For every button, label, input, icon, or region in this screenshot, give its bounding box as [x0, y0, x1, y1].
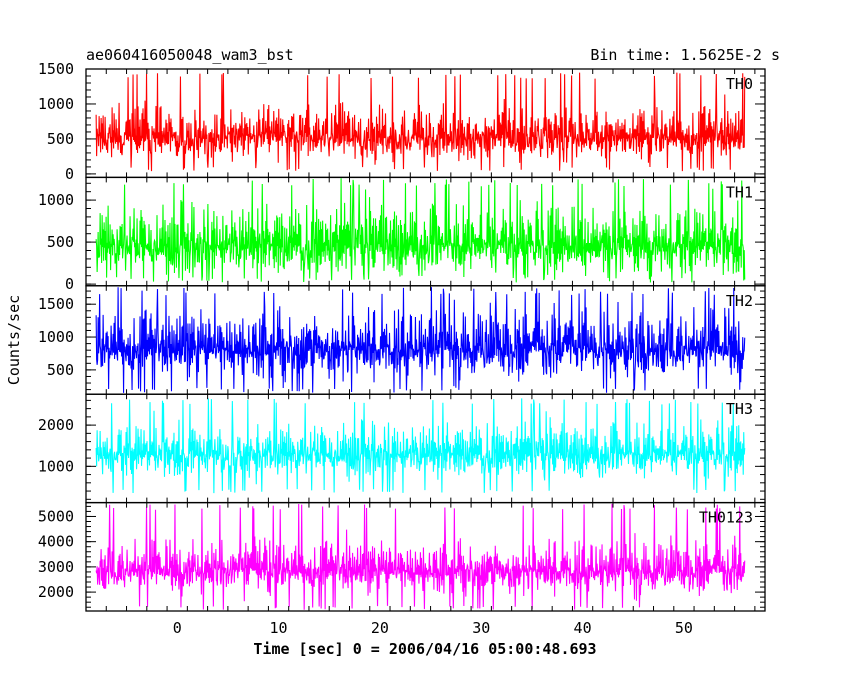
y-tick-label: 1000: [38, 191, 74, 209]
panel-label: TH2: [726, 292, 753, 310]
y-tick-label: 5000: [38, 507, 74, 525]
y-axis-label: Counts/sec: [5, 295, 23, 385]
y-tick-label: 1500: [38, 295, 74, 313]
panel-label: TH3: [726, 400, 753, 418]
x-tick-label: 30: [472, 619, 490, 637]
y-tick-label: 1000: [38, 457, 74, 475]
y-tick-label: 2000: [38, 583, 74, 601]
y-tick-label: 1000: [38, 328, 74, 346]
chart-title: ae060416050048_wam3_bst: [86, 46, 294, 64]
panel-label: TH0123: [699, 509, 753, 527]
y-tick-label: 3000: [38, 558, 74, 576]
x-tick-label: 0: [173, 619, 182, 637]
x-tick-label: 20: [371, 619, 389, 637]
series-th0: [95, 72, 746, 172]
y-tick-label: 500: [47, 233, 74, 251]
series-th3: [95, 398, 746, 494]
x-tick-label: 10: [270, 619, 288, 637]
series-th0123: [95, 503, 746, 610]
y-tick-label: 2000: [38, 416, 74, 434]
series-th1: [95, 178, 746, 283]
panel-th1: 0 500 1000 TH1: [38, 176, 766, 293]
panel-th0123: 2000 3000 4000 5000 TH0123: [38, 501, 766, 612]
y-tick-label: 500: [47, 130, 74, 148]
panel-label: TH1: [726, 183, 753, 201]
x-tick-label: 40: [574, 619, 592, 637]
panel-frame: [85, 68, 766, 179]
panel-label: TH0: [726, 75, 753, 93]
y-tick-label: 500: [47, 361, 74, 379]
x-axis-label: Time [sec] 0 = 2006/04/16 05:00:48.693: [253, 640, 596, 658]
series-th2: [95, 287, 746, 393]
y-tick-label: 0: [65, 275, 74, 293]
y-tick-label: 1500: [38, 60, 74, 78]
panel-th0: 0 500 1000 1500 TH0: [38, 60, 766, 183]
y-tick-label: 1000: [38, 95, 74, 113]
panel-th3: 1000 2000 TH3: [38, 393, 766, 504]
y-tick-label: 0: [65, 165, 74, 183]
bin-time-label: Bin time: 1.5625E-2 s: [590, 46, 780, 64]
panel-th2: 500 1000 1500 TH2: [38, 285, 766, 395]
y-tick-label: 4000: [38, 533, 74, 551]
x-tick-label: 50: [675, 619, 693, 637]
